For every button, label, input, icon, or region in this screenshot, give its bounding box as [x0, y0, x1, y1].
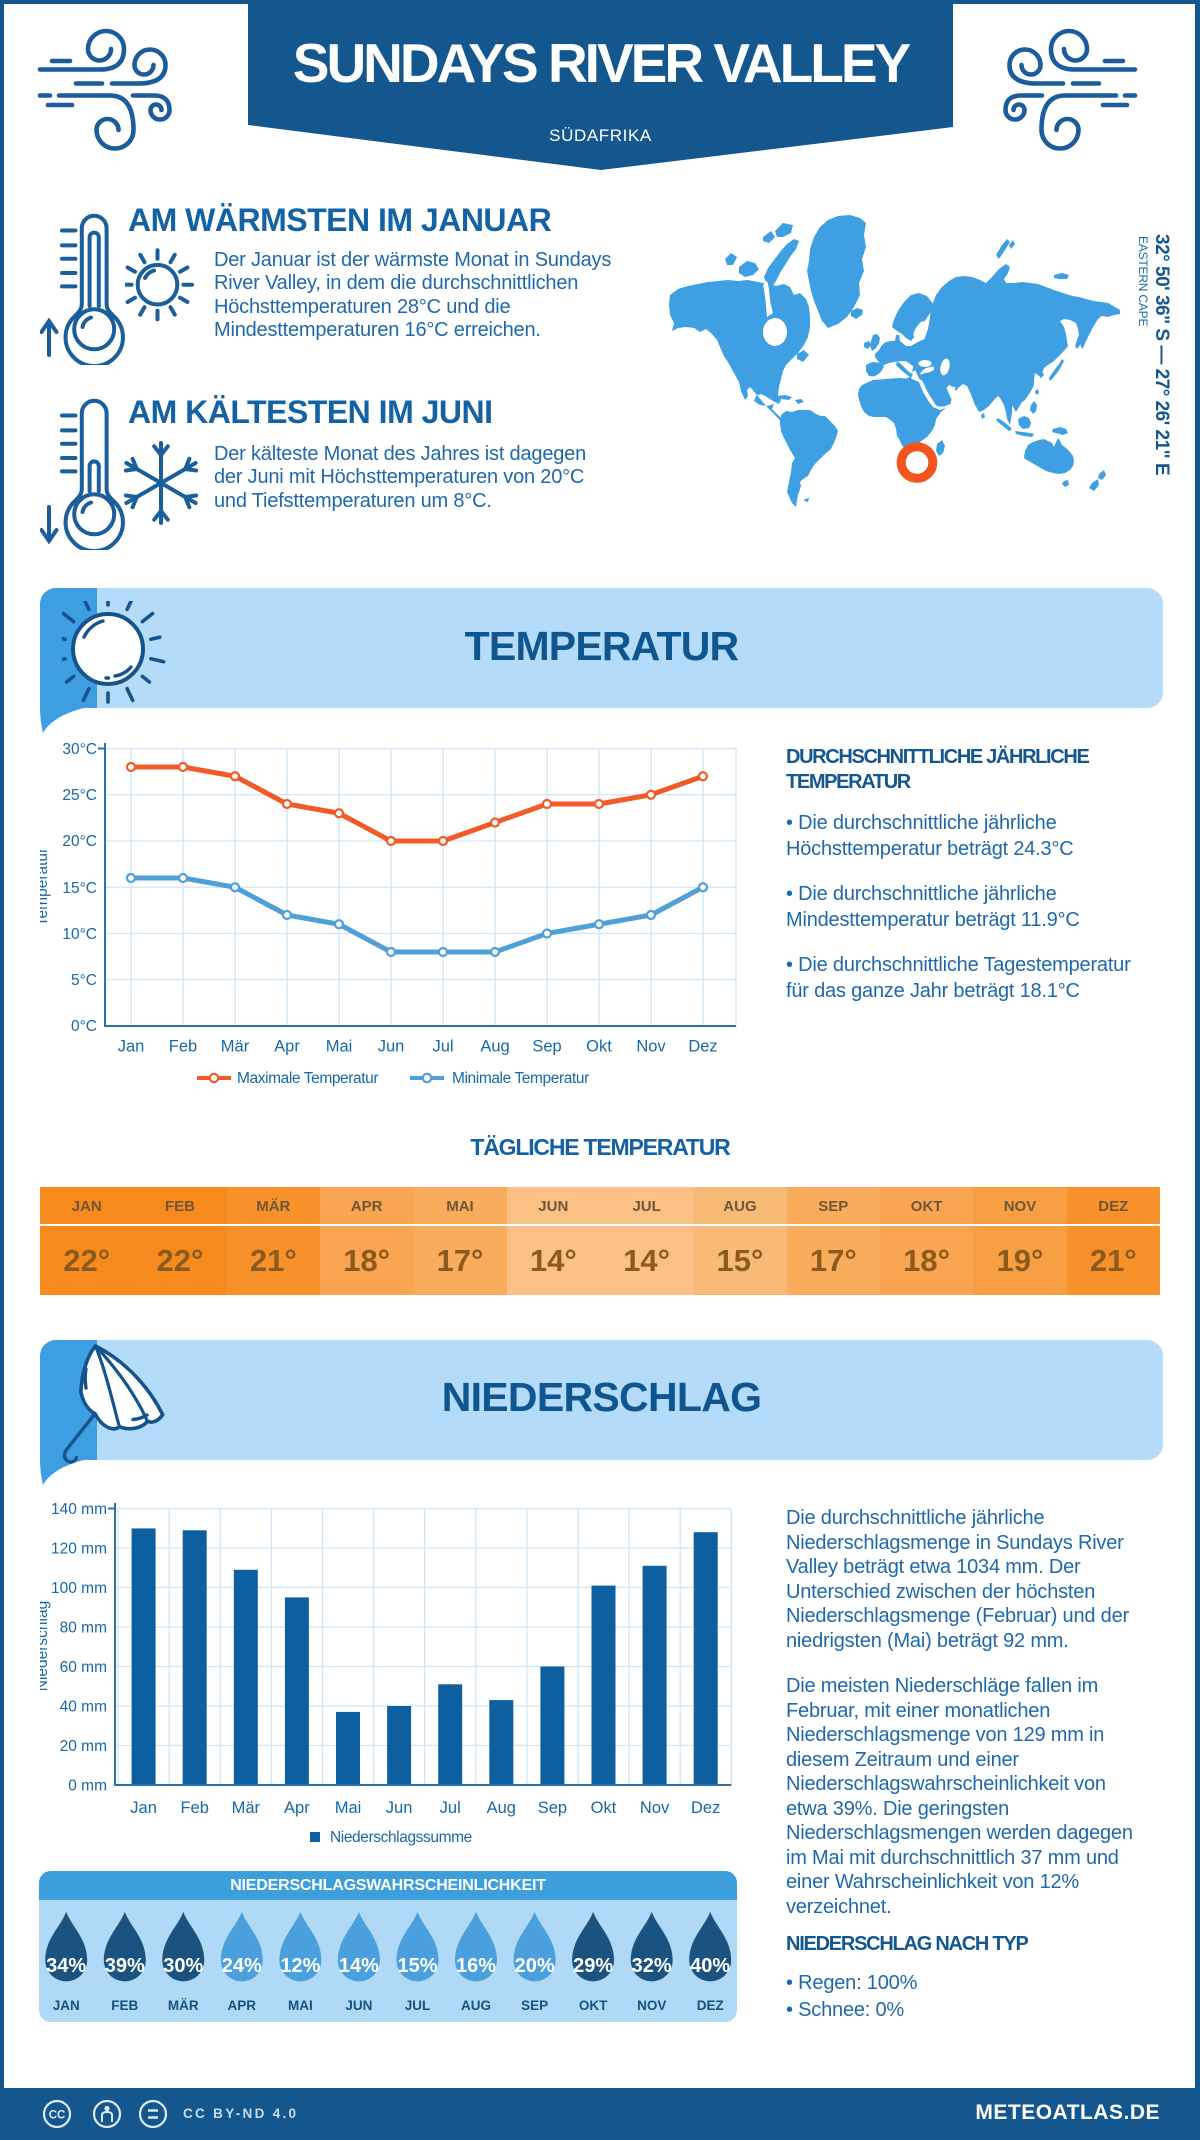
svg-text:DEZ: DEZ [697, 1998, 724, 2013]
svg-text:Okt: Okt [591, 1799, 617, 1817]
svg-text:Dez: Dez [691, 1799, 720, 1817]
svg-text:Aug: Aug [480, 1038, 509, 1056]
svg-text:40 mm: 40 mm [60, 1699, 107, 1716]
svg-text:20°C: 20°C [62, 833, 97, 850]
svg-text:Aug: Aug [487, 1799, 516, 1817]
svg-text:Niederschlagssumme: Niederschlagssumme [330, 1829, 472, 1846]
svg-text:Temperatur: Temperatur [40, 848, 51, 926]
svg-text:30%: 30% [163, 1955, 203, 1977]
svg-text:24%: 24% [222, 1955, 262, 1977]
svg-text:Sep: Sep [538, 1799, 567, 1817]
svg-text:Jun: Jun [378, 1038, 405, 1056]
svg-text:Mai: Mai [335, 1799, 362, 1817]
svg-text:Apr: Apr [284, 1799, 310, 1817]
svg-text:Mai: Mai [326, 1038, 353, 1056]
svg-text:40%: 40% [690, 1955, 730, 1977]
svg-text:Okt: Okt [586, 1038, 612, 1056]
svg-text:12%: 12% [280, 1955, 320, 1977]
svg-text:Mär: Mär [232, 1799, 261, 1817]
svg-text:JUL: JUL [405, 1998, 431, 2013]
svg-text:60 mm: 60 mm [60, 1659, 107, 1676]
svg-text:14%: 14% [339, 1955, 379, 1977]
svg-text:39%: 39% [105, 1955, 145, 1977]
svg-text:140 mm: 140 mm [51, 1501, 107, 1518]
svg-text:Niederschlag: Niederschlag [40, 1601, 51, 1691]
svg-text:29%: 29% [573, 1955, 613, 1977]
svg-text:20%: 20% [515, 1955, 555, 1977]
svg-text:MAI: MAI [288, 1998, 313, 2013]
svg-text:16%: 16% [456, 1955, 496, 1977]
svg-text:20 mm: 20 mm [60, 1738, 107, 1755]
svg-text:Sep: Sep [532, 1038, 561, 1056]
svg-text:APR: APR [228, 1998, 257, 2013]
svg-text:MÄR: MÄR [168, 1998, 199, 2013]
svg-text:30°C: 30°C [62, 741, 97, 758]
svg-text:Dez: Dez [688, 1038, 717, 1056]
svg-text:5°C: 5°C [71, 972, 97, 989]
svg-text:Minimale Temperatur: Minimale Temperatur [452, 1070, 589, 1087]
svg-text:Jan: Jan [130, 1799, 157, 1817]
svg-text:Maximale Temperatur: Maximale Temperatur [237, 1070, 378, 1087]
svg-text:Jun: Jun [386, 1799, 413, 1817]
svg-text:25°C: 25°C [62, 787, 97, 804]
svg-text:Feb: Feb [169, 1038, 197, 1056]
svg-text:Mär: Mär [221, 1038, 250, 1056]
svg-text:FEB: FEB [111, 1998, 138, 2013]
svg-text:Feb: Feb [180, 1799, 208, 1817]
svg-text:100 mm: 100 mm [51, 1580, 107, 1597]
svg-text:Nov: Nov [640, 1799, 670, 1817]
svg-text:15°C: 15°C [62, 880, 97, 897]
svg-text:NOV: NOV [637, 1998, 666, 2013]
svg-text:0°C: 0°C [71, 1018, 97, 1035]
svg-text:SEP: SEP [521, 1998, 548, 2013]
svg-text:CC: CC [49, 2110, 66, 2122]
svg-text:Jul: Jul [440, 1799, 461, 1817]
svg-text:120 mm: 120 mm [51, 1541, 107, 1558]
svg-text:Apr: Apr [274, 1038, 300, 1056]
svg-text:15%: 15% [397, 1955, 437, 1977]
svg-text:Jul: Jul [432, 1038, 453, 1056]
svg-text:10°C: 10°C [62, 926, 97, 943]
svg-text:JUN: JUN [345, 1998, 372, 2013]
svg-text:Nov: Nov [636, 1038, 666, 1056]
svg-text:0 mm: 0 mm [68, 1778, 107, 1795]
svg-text:80 mm: 80 mm [60, 1620, 107, 1637]
svg-text:AUG: AUG [461, 1998, 491, 2013]
svg-text:34%: 34% [46, 1955, 86, 1977]
svg-text:OKT: OKT [579, 1998, 608, 2013]
svg-text:JAN: JAN [53, 1998, 80, 2013]
svg-text:32%: 32% [632, 1955, 672, 1977]
svg-text:Jan: Jan [118, 1038, 145, 1056]
